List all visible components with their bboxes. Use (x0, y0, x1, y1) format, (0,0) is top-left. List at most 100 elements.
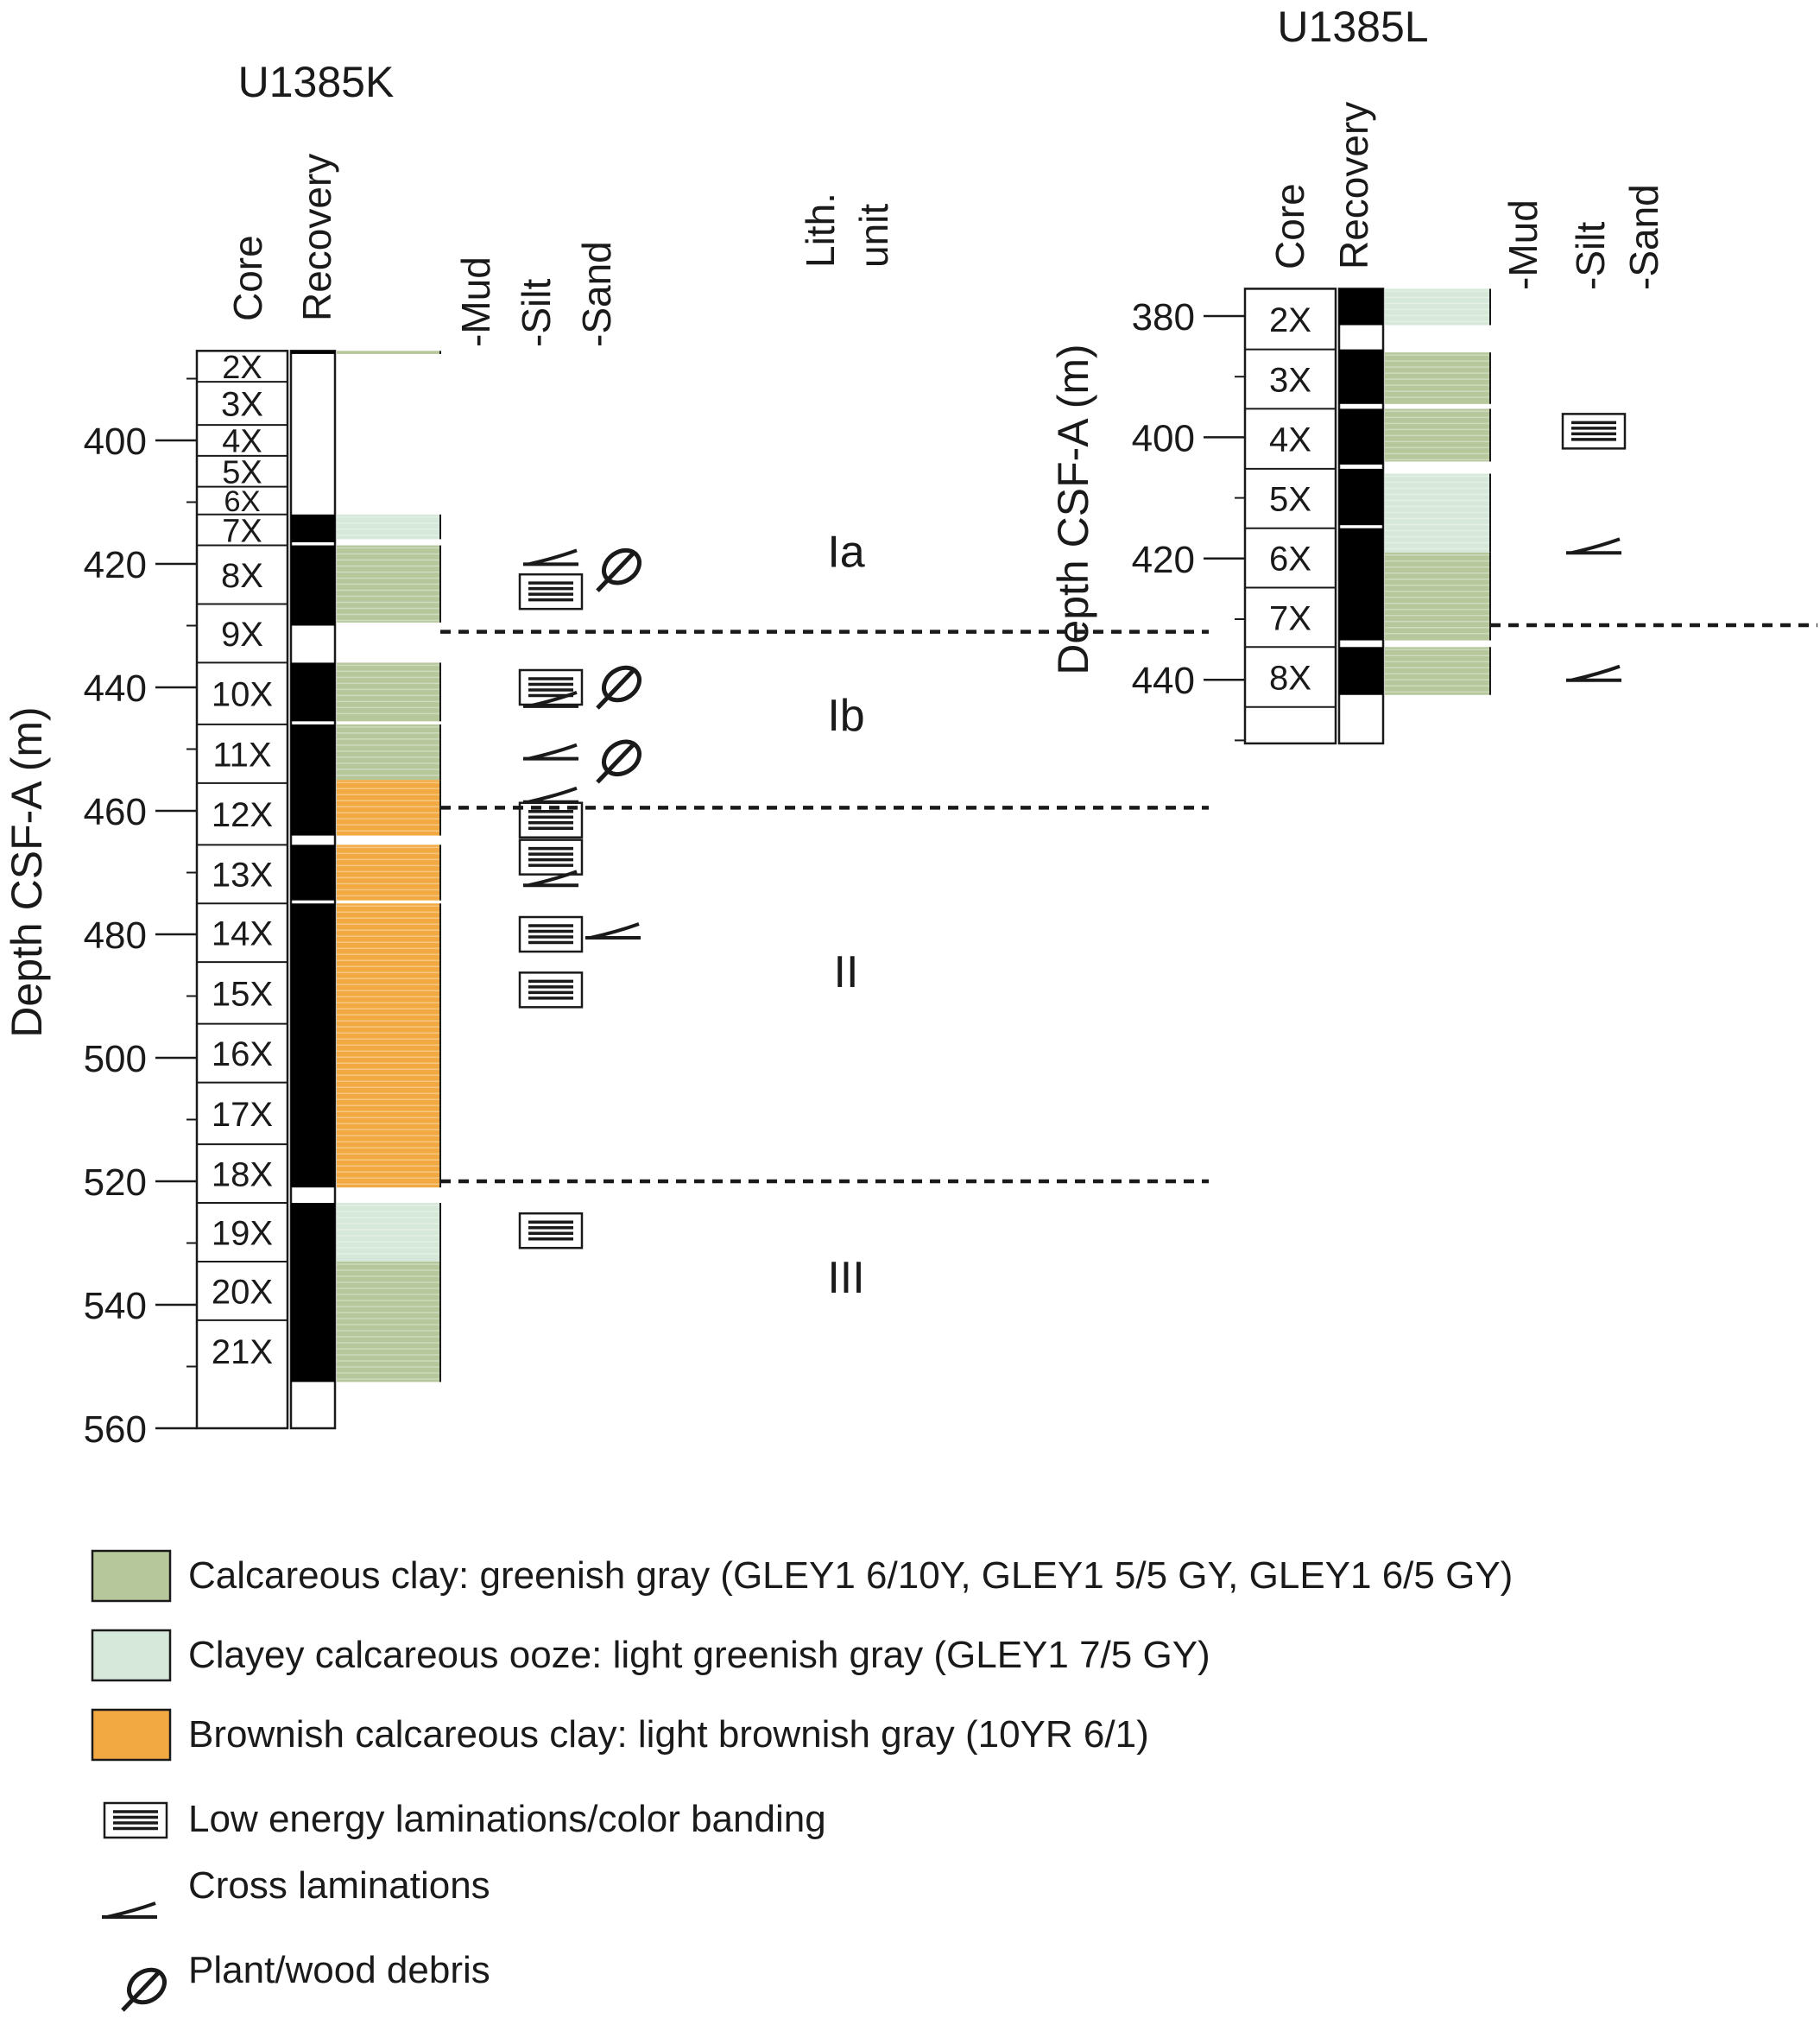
site-l-core-label: 8X (1269, 659, 1311, 697)
site-k-depth-tick-label: 420 (84, 544, 147, 586)
site-k-core-label: 7X (222, 513, 262, 549)
site-l-lithology-interval (1385, 352, 1490, 404)
site-k-core-column-frame (195, 350, 289, 1430)
site-l-silt-header: -Silt (1568, 222, 1613, 290)
site-k-core-label: 13X (212, 857, 273, 895)
site-k-cross-lamination-symbol (523, 870, 578, 888)
legend-swatch (91, 1708, 172, 1762)
site-l-recovered-interval (1339, 349, 1383, 404)
legend-swatch (91, 1549, 172, 1603)
site-k-core-label: 11X (212, 736, 271, 774)
legend-swatch (91, 1629, 172, 1682)
site-k-lithology-interval (337, 545, 440, 623)
site-k-core-label: 14X (212, 915, 273, 953)
site-l-recovered-interval (1339, 647, 1383, 695)
legend-label: Low energy laminations/color banding (188, 1798, 826, 1840)
site-k-core-header: Core (225, 235, 270, 321)
site-k-lithology-interval (337, 1203, 440, 1262)
site-k-core-label: 19X (212, 1214, 273, 1252)
site-k-lithology-interval (337, 1261, 440, 1382)
site-k-lithology-interval (337, 780, 440, 836)
site-k-depth-tick-label: 520 (84, 1161, 147, 1204)
site-k-cross-lamination-symbol (585, 922, 641, 940)
site-k-recovery-header: Recovery (294, 154, 339, 321)
site-k-lithology-column (337, 351, 441, 1382)
site-l-depth-tick-label: 420 (1132, 539, 1195, 581)
site-l-depth-tick-label: 380 (1132, 296, 1195, 338)
site-k-depth-tick-label: 440 (84, 668, 147, 710)
site-l-core-label: 2X (1269, 301, 1311, 339)
site-k-lamination-symbol (518, 971, 584, 1009)
site-k-cross-lamination-symbol (523, 786, 578, 804)
legend-label: Calcareous clay: greenish gray (GLEY1 6/… (188, 1554, 1513, 1597)
legend-cross-lamination-icon (102, 1901, 157, 1919)
site-k-axis-label: Depth CSF-A (m) (3, 706, 51, 1037)
site-k-core-label: 18X (212, 1155, 273, 1193)
site-k-recovered-interval (291, 662, 335, 722)
site-l-core-label: 4X (1269, 421, 1311, 459)
site-k-core-label: 8X (221, 557, 263, 595)
site-l-depth-tick-label: 400 (1132, 417, 1195, 459)
site-k-recovery-column (289, 350, 337, 1430)
site-l-lithology-interval (1385, 288, 1490, 326)
lith-unit-label: Ia (827, 528, 864, 578)
site-k-core-label: 17X (212, 1096, 273, 1134)
site-k-core-label: 16X (212, 1035, 273, 1073)
site-k-recovered-interval (291, 1203, 335, 1382)
site-l-recovered-interval (1339, 408, 1383, 465)
site-l-cross-lamination-symbol (1566, 664, 1621, 682)
site-k-lithology-interval (337, 724, 440, 781)
site-k-recovered-interval (291, 845, 335, 901)
site-k-lithology-interval (337, 845, 440, 901)
site-k-core-label: 15X (212, 975, 273, 1013)
site-k-title: U1385K (238, 58, 395, 106)
legend-label: Cross laminations (188, 1864, 490, 1907)
site-l-lithology-interval (1385, 552, 1490, 641)
legend-label: Clayey calcareous ooze: light greenish g… (188, 1634, 1210, 1676)
site-k-lamination-symbol (518, 1212, 584, 1250)
site-l-core-label: 6X (1269, 540, 1311, 578)
site-k-core-label: 9X (221, 616, 263, 654)
site-k-cross-lamination-symbol (523, 690, 578, 708)
site-k-lithology-interval (337, 662, 440, 722)
site-k-core-label: 21X (212, 1333, 273, 1371)
site-k-recovered-interval (291, 351, 335, 354)
site-k-plant-debris-symbol-stem (596, 668, 635, 710)
site-l-sand-header: -Sand (1621, 184, 1666, 290)
site-k-core-label: 4X (222, 424, 262, 460)
site-k-core-label: 2X (222, 350, 262, 386)
site-k-plant-debris-symbol-stem (596, 551, 635, 592)
lith-unit-header-line2: unit (851, 204, 896, 268)
site-k-cross-lamination-symbol (523, 743, 578, 761)
site-k-core-label: 10X (212, 676, 273, 714)
legend-lamination-icon (103, 1801, 168, 1839)
site-k-sand-header: -Sand (574, 241, 619, 347)
lith-unit-label: Ib (827, 691, 864, 741)
site-k-lithology-interval (337, 903, 440, 1188)
site-k-lamination-symbol (518, 915, 584, 953)
site-k-depth-tick-label: 540 (84, 1285, 147, 1327)
site-l-lithology-interval (1385, 408, 1490, 462)
site-k-recovered-interval (291, 514, 335, 542)
site-l-axis-label: Depth CSF-A (m) (1049, 344, 1097, 674)
site-k-plant-debris-symbol (602, 547, 641, 585)
site-l-recovered-interval (1339, 288, 1383, 326)
site-k-depth-tick-label: 460 (84, 791, 147, 833)
site-l-structure-symbols (1561, 413, 1627, 682)
site-k-mud-header: -Mud (453, 256, 498, 347)
site-k-lithology-interval (337, 351, 440, 354)
site-k-depth-tick-label: 500 (84, 1038, 147, 1080)
site-l-cross-lamination-symbol (1566, 537, 1621, 555)
legend: Calcareous clay: greenish gray (GLEY1 6/… (91, 1549, 1513, 2012)
site-k-recovered-interval (291, 903, 335, 1188)
lith-unit-label: II (834, 947, 859, 997)
site-k-lamination-symbol (518, 838, 584, 876)
legend-plant-icon (127, 1967, 167, 2005)
site-k-plant-debris-symbol (602, 665, 641, 703)
site-l-depth-axis: 380 400 420 440 (1132, 296, 1245, 742)
site-l-recovery-column (1337, 288, 1385, 745)
site-l-lithology-interval (1385, 647, 1490, 695)
site-k-recovered-interval (291, 724, 335, 836)
